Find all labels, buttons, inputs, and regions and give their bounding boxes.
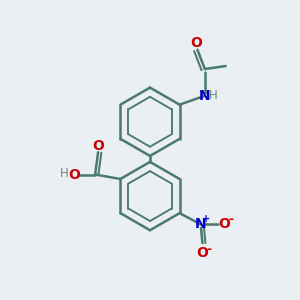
Text: O: O (190, 36, 202, 50)
Text: N: N (199, 89, 211, 103)
Text: +: + (202, 214, 210, 224)
Text: O: O (92, 139, 104, 153)
Text: O: O (218, 217, 230, 231)
Text: H: H (60, 167, 69, 180)
Text: -: - (206, 243, 211, 256)
Text: O: O (196, 246, 208, 260)
Text: O: O (68, 167, 80, 182)
Text: -: - (229, 213, 234, 226)
Text: N: N (195, 218, 207, 232)
Text: H: H (209, 89, 218, 102)
